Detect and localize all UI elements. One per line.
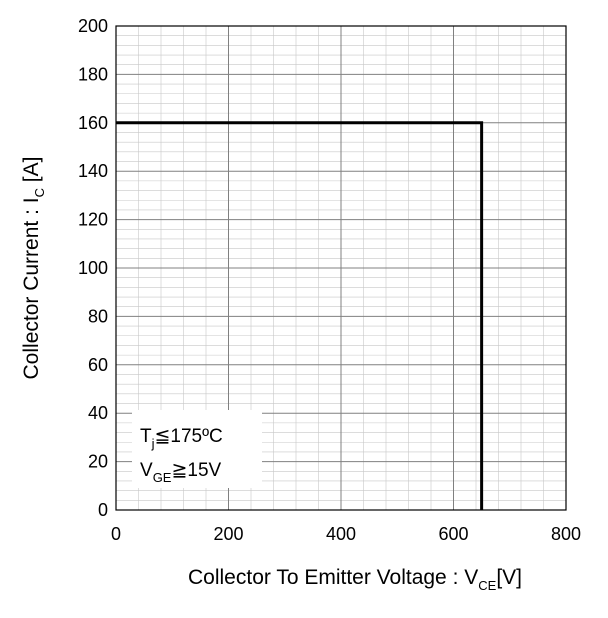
- x-tick-label: 600: [438, 524, 468, 544]
- x-tick-label: 200: [213, 524, 243, 544]
- y-tick-label: 120: [78, 210, 108, 230]
- annotation-box: Tj≦175ºC VGE≧15V: [132, 410, 262, 488]
- y-tick-label: 80: [88, 306, 108, 326]
- series: [116, 121, 484, 510]
- annotation-tj: Tj≦175ºC: [140, 426, 223, 451]
- y-tick-label: 160: [78, 113, 108, 133]
- y-tick-label: 20: [88, 452, 108, 472]
- x-tick-label: 400: [326, 524, 356, 544]
- y-tick-label: 0: [98, 500, 108, 520]
- y-tick-label: 180: [78, 64, 108, 84]
- x-tick-label: 800: [551, 524, 581, 544]
- y-tick-label: 140: [78, 161, 108, 181]
- y-tick-labels: 0 20 40 60 80 100 120 140 160 180 200: [78, 16, 108, 520]
- y-axis-title: Collector Current : IC [A]: [20, 157, 47, 380]
- annotation-vge: VGE≧15V: [140, 460, 222, 485]
- y-tick-label: 40: [88, 403, 108, 423]
- x-tick-labels: 0 200 400 600 800: [111, 524, 581, 544]
- y-tick-label: 100: [78, 258, 108, 278]
- y-tick-label: 60: [88, 355, 108, 375]
- plot-frame: [115, 25, 567, 511]
- x-tick-label: 0: [111, 524, 121, 544]
- x-axis-title: Collector To Emitter Voltage : VCE[V]: [188, 566, 522, 593]
- y-tick-label: 200: [78, 16, 108, 36]
- soa-curve: [116, 121, 484, 510]
- annotation-background: [132, 410, 262, 488]
